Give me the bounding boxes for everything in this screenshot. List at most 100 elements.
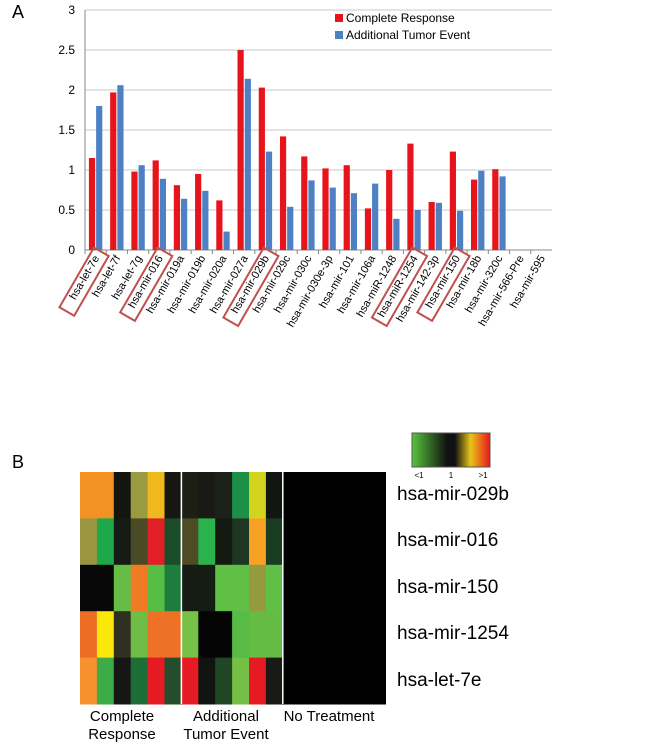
- heatmap-cell: [80, 518, 98, 566]
- heatmap-cell: [265, 564, 284, 612]
- color-scale-label: 1: [449, 471, 454, 480]
- heatmap-cell: [181, 472, 199, 519]
- heatmap-cell: [130, 518, 149, 566]
- bar-additional-tumor-event: [478, 170, 485, 250]
- highlight-box: [222, 246, 280, 328]
- heatmap-row-label: hsa-mir-016: [397, 530, 499, 552]
- legend: Complete Response Additional Tumor Event: [335, 11, 471, 42]
- panel-b-label: B: [12, 452, 25, 472]
- highlight-box: [416, 246, 471, 323]
- heatmap-row-label: hsa-mir-029b: [397, 484, 509, 505]
- legend-label: Complete Response: [346, 11, 455, 25]
- heatmap-cell: [147, 611, 165, 659]
- heatmap-cell: [96, 472, 115, 519]
- bar-chart: 00.511.522.53hsa-let-7ehsa-let-7fhsa-let…: [58, 3, 552, 329]
- heatmap-group-label-line: Tumor Event: [183, 726, 269, 743]
- heatmap-cell: [198, 657, 216, 705]
- bar-additional-tumor-event: [117, 85, 124, 250]
- heatmap-cell: [265, 611, 284, 659]
- heatmap-cell: [80, 657, 98, 705]
- heatmap-cell: [130, 564, 149, 612]
- heatmap-cell: [80, 472, 98, 519]
- bar-complete-response: [152, 160, 159, 250]
- bar-complete-response: [88, 158, 96, 250]
- y-tick-label: 2: [68, 83, 75, 97]
- heatmap-cell: [198, 564, 216, 612]
- bar-complete-response: [407, 143, 414, 250]
- bar-complete-response: [173, 185, 181, 250]
- heatmap-cell: [249, 518, 267, 566]
- bar-additional-tumor-event: [96, 106, 103, 250]
- heatmap-cell: [232, 472, 250, 519]
- y-tick-label: 3: [68, 3, 75, 17]
- heatmap-cell: [147, 564, 165, 612]
- bar-complete-response: [322, 168, 329, 250]
- bar-additional-tumor-event: [287, 206, 294, 250]
- heatmap-cell-no-treatment: [282, 472, 386, 519]
- heatmap-cell: [96, 518, 115, 566]
- heatmap-cell: [249, 611, 267, 659]
- heatmap-cell-no-treatment: [282, 611, 386, 659]
- heatmap-cell: [232, 611, 250, 659]
- heatmap-cell: [130, 657, 149, 705]
- bar-complete-response: [301, 156, 308, 250]
- bar-complete-response: [237, 50, 244, 250]
- highlight-box-group: [222, 246, 280, 328]
- heatmap-cell: [232, 564, 250, 612]
- heatmap-cell: [147, 518, 165, 566]
- heatmap-cell: [215, 472, 233, 519]
- y-tick-label: 1: [68, 163, 75, 177]
- bar-complete-response: [471, 179, 478, 250]
- bar-additional-tumor-event: [350, 193, 358, 250]
- heatmap-cell: [181, 564, 199, 612]
- heatmap-group-label-line: Response: [88, 726, 156, 743]
- heatmap-cell: [249, 564, 267, 612]
- heatmap-group-label-line: No Treatment: [283, 708, 375, 725]
- bar-complete-response: [195, 174, 202, 250]
- highlight-box: [58, 246, 111, 318]
- heatmap-cell: [96, 657, 115, 705]
- heatmap-cell: [181, 611, 199, 659]
- heatmap-row-label: hsa-let-7e: [397, 669, 482, 691]
- bar-additional-tumor-event: [202, 190, 209, 250]
- heatmap-cell: [265, 518, 284, 566]
- bar-additional-tumor-event: [159, 178, 166, 250]
- bar-complete-response: [131, 171, 138, 250]
- heatmap-row-label: hsa-mir-1254: [397, 623, 509, 645]
- bar-additional-tumor-event: [456, 210, 464, 250]
- heatmap-group-label: Additional Tumor Event: [166, 708, 286, 744]
- heatmap-cell-no-treatment: [282, 564, 386, 612]
- panel-a-label: A: [12, 2, 25, 22]
- highlight-box-group: [370, 246, 429, 328]
- heatmap-cell: [164, 564, 182, 612]
- heatmap-cell: [215, 564, 233, 612]
- bar-additional-tumor-event: [181, 198, 188, 250]
- heatmap-row-label: hsa-mir-150: [397, 576, 499, 598]
- heatmap-cell: [96, 564, 115, 612]
- bar-additional-tumor-event: [308, 180, 315, 250]
- heatmap-cell-no-treatment: [282, 518, 386, 566]
- legend-swatch: [335, 31, 343, 39]
- bar-complete-response: [110, 92, 117, 251]
- color-scale-bar: [411, 432, 491, 468]
- legend-label: Additional Tumor Event: [346, 28, 471, 42]
- bar-additional-tumor-event: [138, 165, 145, 250]
- y-tick-label: 1.5: [58, 123, 75, 137]
- color-scale-label: <1: [414, 471, 424, 480]
- bar-additional-tumor-event: [414, 210, 421, 250]
- bar-additional-tumor-event: [244, 78, 251, 250]
- heatmap-group-label: Complete Response: [62, 708, 182, 744]
- heatmap-group-label: No Treatment: [269, 708, 389, 726]
- highlight-box-group: [58, 246, 111, 318]
- heatmap-cell: [113, 518, 132, 566]
- heatmap-cell-no-treatment: [282, 657, 386, 705]
- heatmap-cell: [181, 518, 199, 566]
- y-tick-label: 0.5: [58, 203, 75, 217]
- bar-additional-tumor-event: [499, 176, 506, 250]
- heatmap-cell: [147, 472, 165, 519]
- highlight-box-group: [118, 246, 174, 323]
- heatmap-cell: [164, 611, 182, 659]
- bar-complete-response: [216, 200, 223, 250]
